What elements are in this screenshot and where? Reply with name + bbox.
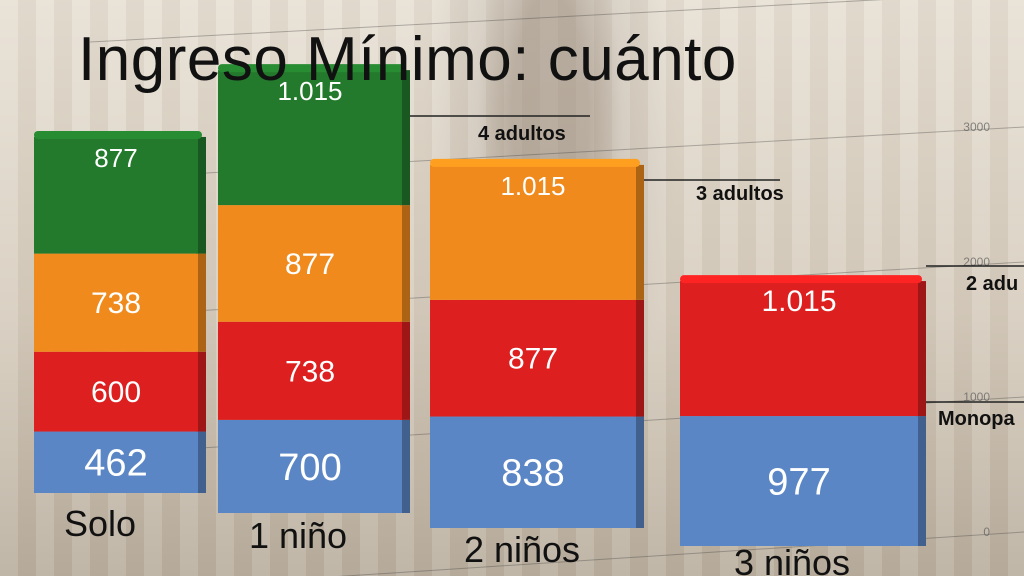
bar-value-label: 977 — [767, 461, 830, 503]
bar-value-label: 877 — [508, 343, 558, 376]
bar-value-label: 877 — [94, 143, 137, 173]
bar-segment — [34, 253, 198, 352]
bar-value-label: 738 — [91, 287, 141, 320]
bar-top-cap — [680, 275, 922, 284]
bar-segment — [430, 164, 636, 300]
bar-segment — [218, 321, 402, 420]
series-callout-label: 4 adultos — [478, 123, 566, 145]
category-label: Solo — [64, 503, 136, 544]
bar-value-label: 600 — [91, 376, 141, 409]
bar-value-label: 462 — [84, 443, 147, 485]
category-label: 2 niños — [464, 529, 580, 570]
bar-segment — [430, 416, 636, 528]
bar-segment-side — [634, 416, 644, 528]
bar-segment-side — [196, 136, 206, 254]
bar-segment-side — [400, 419, 410, 513]
bar-segment-side — [916, 416, 926, 546]
bar-value-label: 738 — [285, 355, 335, 388]
bar-segment-side — [196, 351, 206, 432]
bar-segment-side — [400, 70, 410, 206]
bar-top-cap — [430, 158, 640, 167]
bar-value-label: 1.015 — [500, 171, 565, 201]
bar-segment — [218, 70, 402, 206]
bar-segment-side — [634, 164, 644, 300]
y-tick-label: 3000 — [963, 120, 990, 134]
series-callout-label: 2 adu — [966, 273, 1018, 295]
chart-title: Ingreso Mínimo: cuánto — [78, 25, 737, 94]
bar-value-label: 1.015 — [761, 285, 836, 318]
bar-segment-side — [634, 299, 644, 417]
bar-value-label: 700 — [278, 447, 341, 489]
bar-segment — [680, 416, 918, 546]
bar-segment — [218, 205, 402, 322]
bar-segment-side — [400, 321, 410, 420]
bar-segment-side — [400, 205, 410, 322]
bar-segment-side — [196, 253, 206, 352]
bar-top-cap — [34, 130, 202, 139]
bar-value-label: 838 — [501, 453, 564, 495]
bar-segment — [34, 351, 198, 432]
category-label: 1 niño — [249, 515, 347, 556]
bar-segment — [680, 281, 918, 417]
bar-segment-side — [196, 431, 206, 493]
bar-segment-side — [916, 281, 926, 417]
series-callout-label: 3 adultos — [696, 183, 784, 205]
bar-segment — [430, 299, 636, 417]
gridline — [89, 0, 884, 43]
bar-value-label: 877 — [285, 248, 335, 281]
category-label: 3 niños — [734, 542, 850, 576]
bar-top-cap — [218, 64, 406, 73]
bar-segment — [34, 136, 198, 254]
bar-segment — [218, 419, 402, 513]
y-tick-label: 2000 — [963, 255, 990, 269]
y-tick-label: 0 — [983, 525, 990, 539]
bar-segment — [34, 431, 198, 493]
bar-value-label: 1.015 — [277, 76, 342, 106]
y-tick-label: 1000 — [963, 390, 990, 404]
series-callout-label: Monopa — [938, 408, 1016, 430]
